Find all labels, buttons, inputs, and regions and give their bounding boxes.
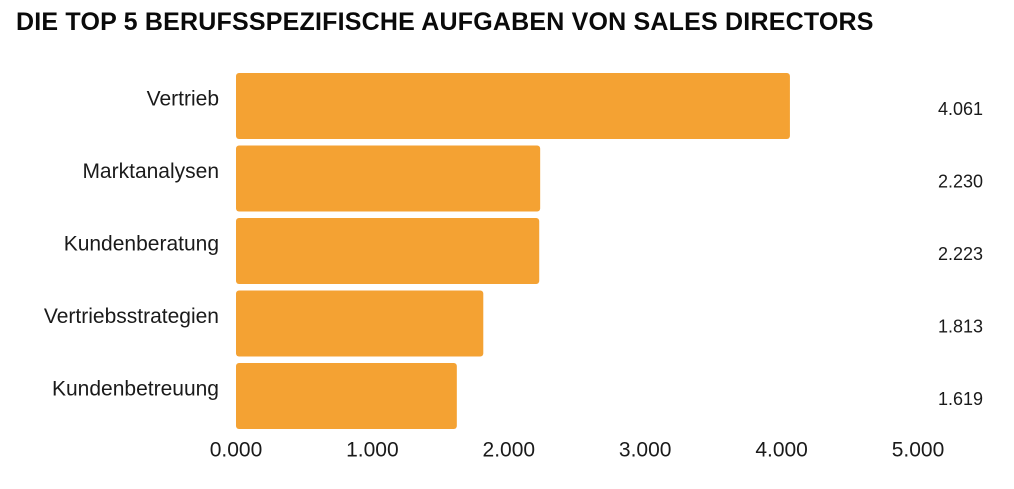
bars-layer <box>236 73 790 429</box>
value-label: 1.619 <box>938 389 983 409</box>
bar-marktanalysen <box>236 145 541 212</box>
value-label: 4.061 <box>938 99 983 119</box>
bar-vertrieb <box>236 73 790 139</box>
category-label: Vertrieb <box>147 88 219 111</box>
chart-title: DIE TOP 5 BERUFSSPEZIFISCHE AUFGABEN VON… <box>16 8 874 36</box>
x-tick-label: 0.000 <box>210 439 263 462</box>
x-tick-label: 1.000 <box>346 439 399 462</box>
x-axis-ticks: 0.000 1.000 2.000 3.000 4.000 5.000 <box>210 439 945 462</box>
x-tick-label: 3.000 <box>619 439 672 462</box>
category-label: Kundenberatung <box>64 233 219 256</box>
category-label: Kundenbetreuung <box>52 378 219 401</box>
x-tick-label: 5.000 <box>892 439 945 462</box>
category-label: Vertriebsstrategien <box>44 305 219 328</box>
x-tick-label: 2.000 <box>483 439 536 462</box>
bar-kundenberatung <box>236 218 540 284</box>
bar-kundenbetreuung <box>236 363 457 429</box>
x-tick-label: 4.000 <box>755 439 808 462</box>
category-label: Marktanalysen <box>82 160 219 183</box>
value-label: 2.230 <box>938 171 983 191</box>
value-label: 2.223 <box>938 244 983 264</box>
labels-layer: Vertrieb 4.061 Marktanalysen 2.230 Kundenber… <box>44 88 983 409</box>
bar-vertriebsstrategien <box>236 290 484 357</box>
value-label: 1.813 <box>938 316 983 336</box>
